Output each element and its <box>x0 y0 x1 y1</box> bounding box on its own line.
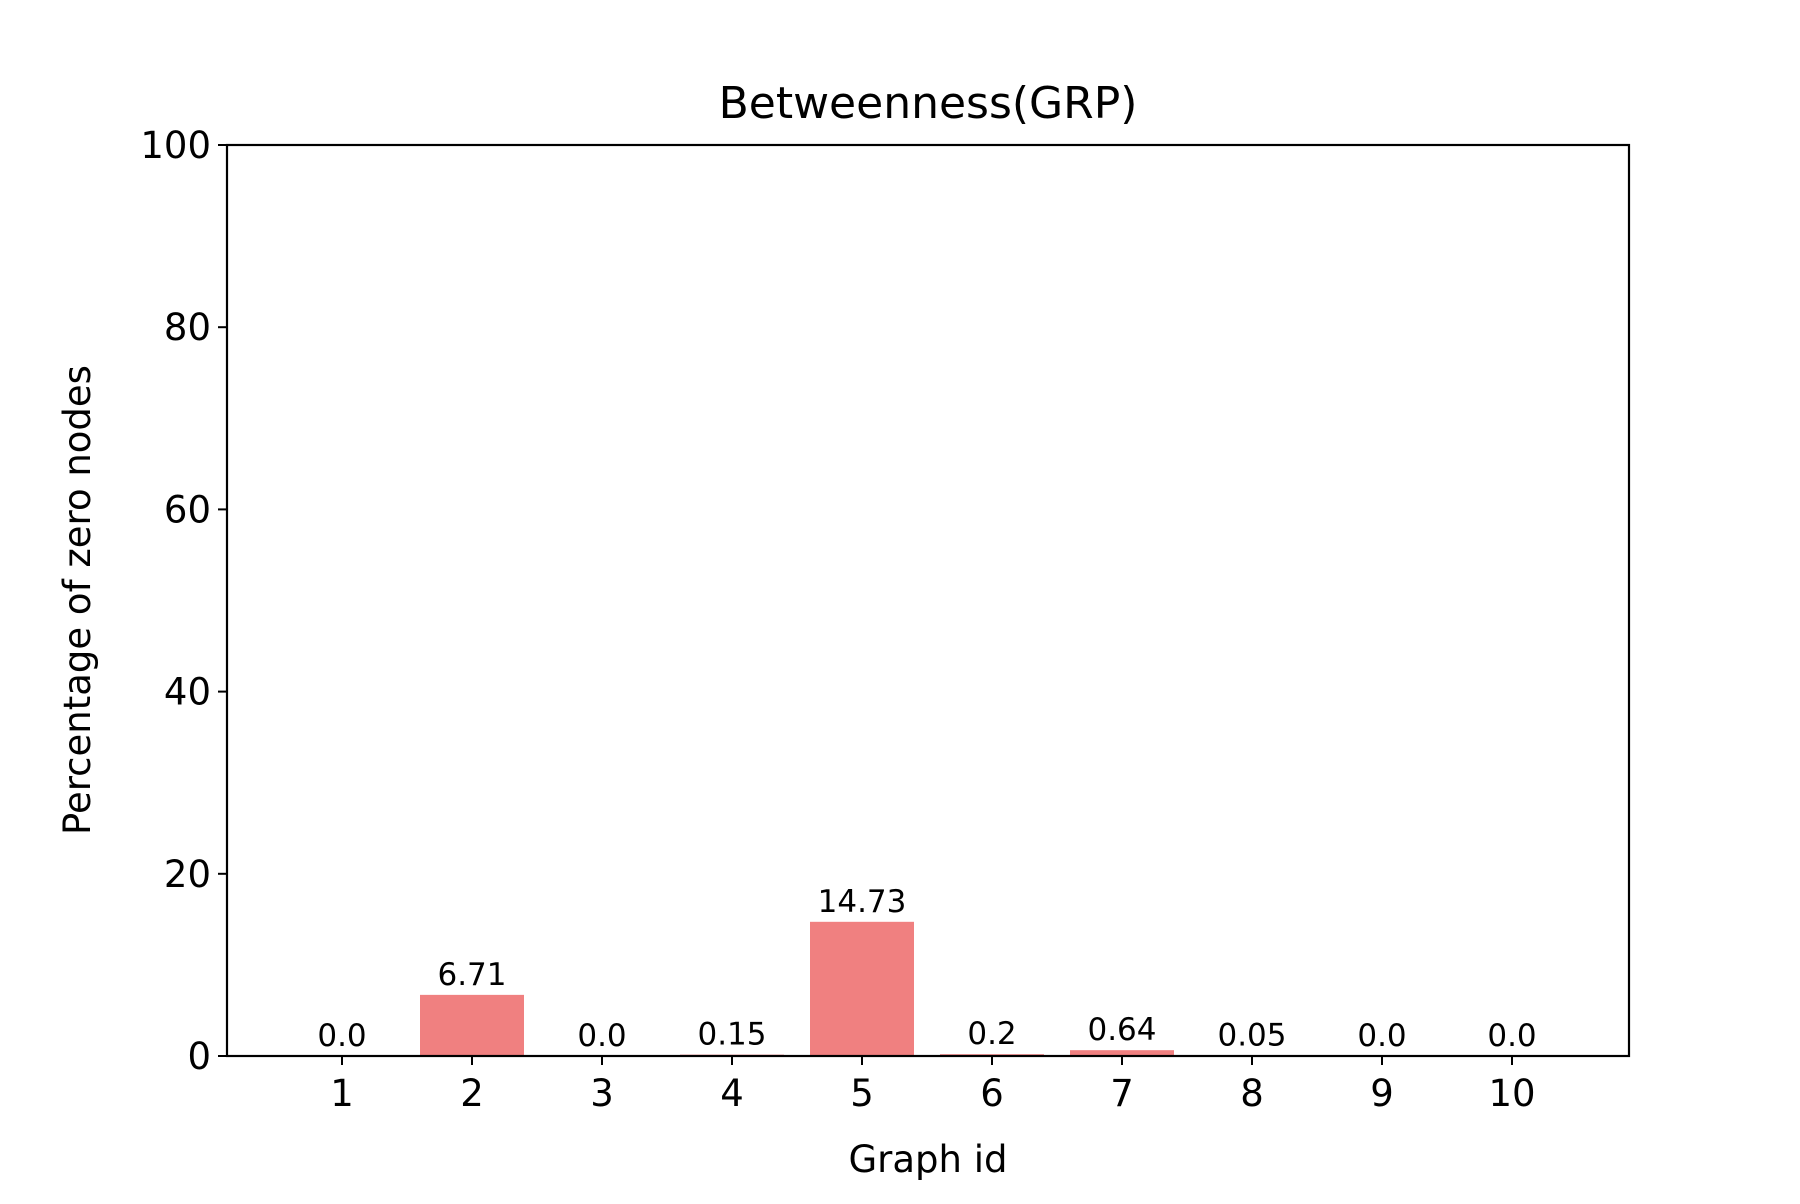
chart-title: Betweenness(GRP) <box>719 78 1138 129</box>
bar-value-label-5: 14.73 <box>818 884 907 920</box>
x-tick-label-7: 7 <box>1110 1072 1134 1115</box>
bar-value-label-6: 0.2 <box>967 1016 1016 1052</box>
x-tick-label-6: 6 <box>980 1072 1004 1115</box>
y-tick-label-100: 100 <box>140 124 211 167</box>
x-axis-title: Graph id <box>848 1138 1007 1181</box>
bar-value-label-10: 0.0 <box>1487 1018 1536 1054</box>
bar-value-label-4: 0.15 <box>697 1017 766 1053</box>
x-tick-label-1: 1 <box>330 1072 354 1115</box>
bar-value-label-2: 6.71 <box>437 957 506 993</box>
bar-5 <box>810 922 914 1056</box>
bar-value-label-8: 0.05 <box>1217 1018 1286 1054</box>
bar-value-label-1: 0.0 <box>317 1018 366 1054</box>
x-tick-label-10: 10 <box>1488 1072 1535 1115</box>
plot-frame <box>227 145 1629 1056</box>
x-tick-label-9: 9 <box>1370 1072 1394 1115</box>
y-axis: 0 20 40 60 80 100 <box>140 124 227 1078</box>
x-axis: 1 2 3 4 5 6 7 8 9 10 <box>330 1056 1535 1115</box>
y-tick-label-0: 0 <box>187 1035 211 1078</box>
x-tick-label-4: 4 <box>720 1072 744 1115</box>
bars-layer <box>420 922 1304 1056</box>
y-tick-label-40: 40 <box>164 671 211 714</box>
bar-value-label-3: 0.0 <box>577 1018 626 1054</box>
x-tick-label-2: 2 <box>460 1072 484 1115</box>
x-tick-label-3: 3 <box>590 1072 614 1115</box>
bar-value-label-7: 0.64 <box>1087 1012 1156 1048</box>
bar-value-label-9: 0.0 <box>1357 1018 1406 1054</box>
y-tick-label-60: 60 <box>164 488 211 531</box>
bar-2 <box>420 995 524 1056</box>
y-axis-title: Percentage of zero nodes <box>56 365 99 835</box>
y-tick-label-80: 80 <box>164 306 211 349</box>
x-tick-label-8: 8 <box>1240 1072 1264 1115</box>
y-tick-label-20: 20 <box>164 853 211 896</box>
x-tick-label-5: 5 <box>850 1072 874 1115</box>
